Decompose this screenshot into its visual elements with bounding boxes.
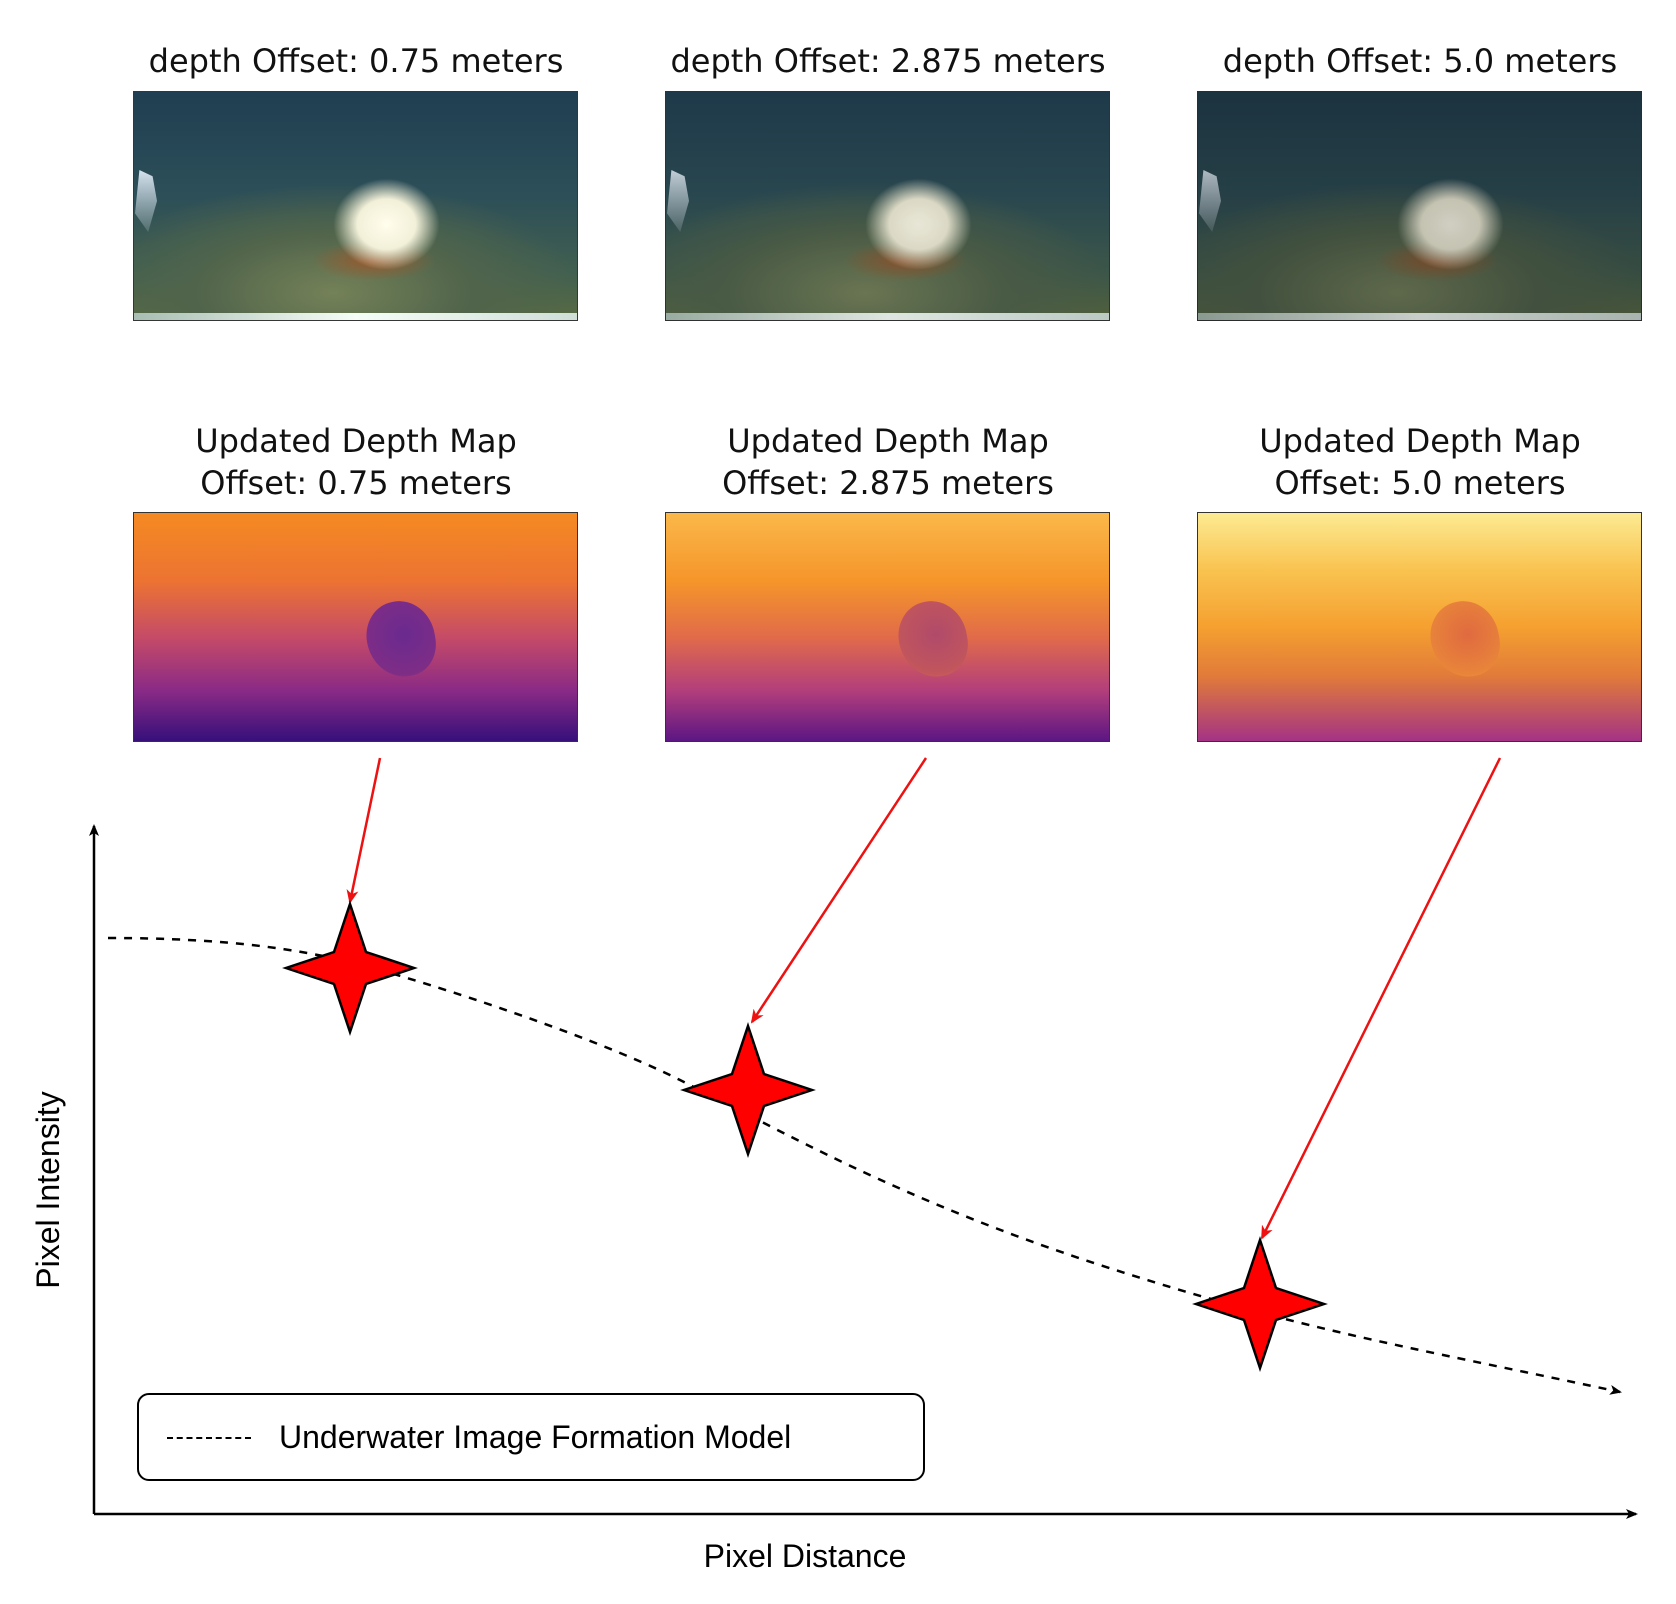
depthmap-title-1-line1: Updated Depth Map	[195, 422, 517, 460]
underwater-photo-2	[665, 91, 1110, 321]
photo-title-1: depth Offset: 0.75 meters	[148, 42, 564, 80]
star-marker-2	[680, 1022, 816, 1158]
arrow-to-marker-3	[1260, 757, 1502, 1240]
arrow-to-marker-1	[346, 757, 382, 904]
y-axis-label: Pixel Intensity	[30, 1091, 66, 1289]
depthmap-title-3-line2: Offset: 5.0 meters	[1274, 464, 1566, 502]
depthmap-title-2-line2: Offset: 2.875 meters	[722, 464, 1054, 502]
depth-map-1	[133, 512, 578, 742]
depthmap-title-3-line1: Updated Depth Map	[1259, 422, 1581, 460]
coral-shape	[135, 170, 157, 232]
depthmap-title-1-line2: Offset: 0.75 meters	[200, 464, 512, 502]
legend-dashed-line	[167, 1437, 251, 1439]
depthmap-title-2: Updated Depth Map Offset: 2.875 meters	[628, 420, 1148, 504]
star-marker-1	[282, 900, 418, 1036]
depth-map-2	[665, 512, 1110, 742]
underwater-photo-3	[1197, 91, 1642, 321]
depthmap-title-1: Updated Depth Map Offset: 0.75 meters	[96, 420, 616, 504]
depthmap-title-3: Updated Depth Map Offset: 5.0 meters	[1160, 420, 1676, 504]
photo-bottom-strip	[134, 313, 577, 320]
photo-bottom-strip	[1198, 313, 1641, 320]
coral-shape	[1199, 170, 1221, 232]
legend-label: Underwater Image Formation Model	[279, 1419, 792, 1455]
underwater-photo-1	[133, 91, 578, 321]
coral-shape	[667, 170, 689, 232]
depth-map-3	[1197, 512, 1642, 742]
photo-title-3: depth Offset: 5.0 meters	[1222, 42, 1618, 80]
x-axis-label: Pixel Distance	[703, 1538, 907, 1574]
model-curve	[107, 936, 1622, 1395]
photo-bottom-strip	[666, 313, 1109, 320]
depthmap-title-2-line1: Updated Depth Map	[727, 422, 1049, 460]
arrow-to-marker-2	[750, 757, 928, 1024]
star-marker-3	[1192, 1236, 1328, 1372]
photo-title-2: depth Offset: 2.875 meters	[670, 42, 1106, 80]
legend: Underwater Image Formation Model	[137, 1393, 925, 1481]
